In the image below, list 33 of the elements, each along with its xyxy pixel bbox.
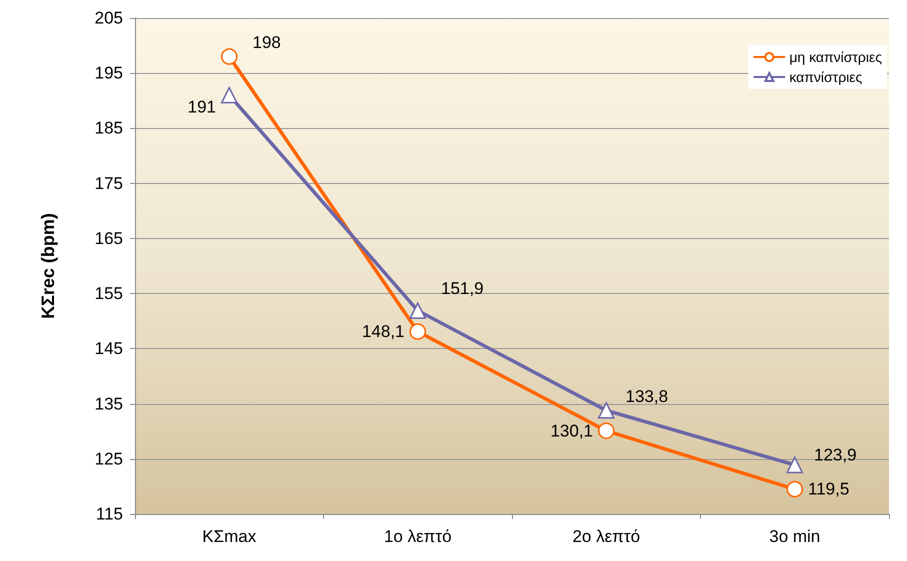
legend-label: μη καπνίστριες xyxy=(789,49,882,65)
data-label: 133,8 xyxy=(626,386,668,406)
point xyxy=(598,422,614,440)
data-label: 123,9 xyxy=(814,445,857,464)
point xyxy=(221,86,238,104)
legend-label: καπνίστριες xyxy=(789,69,863,85)
point xyxy=(410,302,426,319)
point xyxy=(786,480,803,498)
data-label: 191 xyxy=(188,98,216,117)
y-tick-label: 195 xyxy=(94,64,123,83)
point xyxy=(410,323,426,340)
y-tick-label: 135 xyxy=(94,394,123,414)
y-tick-label: 165 xyxy=(94,228,123,248)
x-tick-label: 3ο min xyxy=(769,527,820,546)
data-label: 119,5 xyxy=(808,480,850,499)
y-tick-label: 155 xyxy=(94,284,123,304)
point xyxy=(598,402,614,419)
data-label: 198 xyxy=(252,33,281,52)
y-axis-title: ΚΣrec (bpm) xyxy=(38,213,58,319)
x-tick-label: 2ο λεπτό xyxy=(572,527,640,546)
y-tick-label: 185 xyxy=(94,118,123,138)
y-tick-label: 125 xyxy=(94,449,123,468)
data-label: 148,1 xyxy=(362,322,404,342)
data-label: 130,1 xyxy=(550,421,593,440)
point xyxy=(786,456,803,474)
data-label: 151,9 xyxy=(441,279,484,298)
x-tick-label: ΚΣmax xyxy=(202,527,257,546)
x-tick-label: 1ο λεπτό xyxy=(384,527,452,546)
y-tick-label: 115 xyxy=(96,504,123,524)
point xyxy=(221,48,238,65)
y-tick-label: 145 xyxy=(94,339,123,358)
y-tick-label: 175 xyxy=(94,174,123,193)
y-tick-label: 205 xyxy=(94,8,123,28)
